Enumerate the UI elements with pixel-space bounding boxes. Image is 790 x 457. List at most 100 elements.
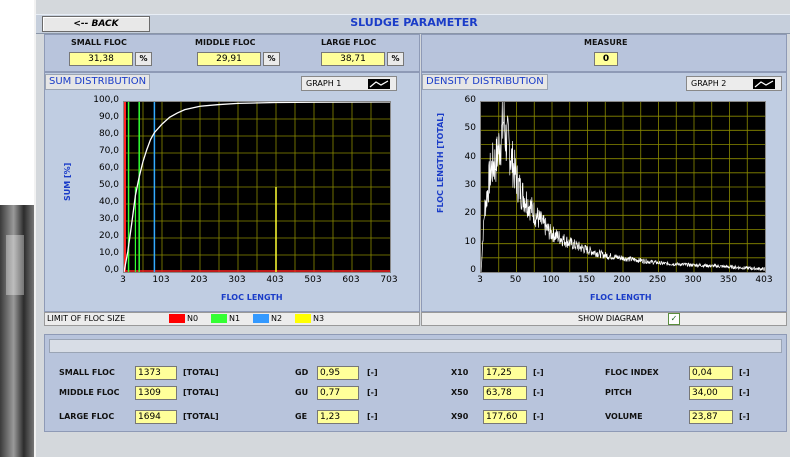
sum-plot-area: [123, 101, 391, 273]
show-diagram-checkbox[interactable]: ✓: [668, 313, 680, 325]
stat-value-col1-0: 1373: [135, 366, 177, 380]
stat-label-col1-1: MIDDLE FLOC: [59, 388, 120, 397]
stat-value-col4-2: 23,87: [689, 410, 733, 424]
stat-label-col4-0: FLOC INDEX: [605, 368, 659, 377]
stat-label-col3-1: X50: [451, 388, 469, 397]
stat-value-col1-2: 1694: [135, 410, 177, 424]
sum-x-tick: 703: [380, 275, 398, 285]
sum-x-tick: 3: [120, 275, 126, 285]
density-plot-area: [480, 99, 766, 273]
line-chart-icon: [753, 79, 775, 89]
graph2-button-label: GRAPH 2: [691, 79, 727, 88]
sum-curve: [123, 101, 391, 273]
measure-label: MEASURE: [584, 38, 628, 47]
stat-value-col3-1: 63,78: [483, 386, 527, 400]
density-x-tick: 300: [684, 275, 702, 285]
stat-label-col1-0: SMALL FLOC: [59, 368, 115, 377]
density-y-tick: 30: [464, 180, 476, 190]
floc-size-legend: LIMIT OF FLOC SIZE N0 N1 N2 N3: [44, 312, 420, 326]
stat-unit-col3-2: [-]: [533, 412, 544, 421]
stat-unit-col2-0: [-]: [367, 368, 378, 377]
stat-unit-col1-1: [TOTAL]: [183, 388, 219, 397]
large-floc-value: 38,71: [321, 52, 385, 66]
density-distribution-panel: DENSITY DISTRIBUTION GRAPH 2 60 50 40 30 20 1…: [421, 72, 787, 312]
sum-y-axis-label: SUM [%]: [63, 162, 72, 201]
show-diagram-bar: SHOW DIAGRAM ✓: [421, 312, 787, 326]
graph2-button[interactable]: GRAPH 2: [686, 76, 782, 91]
stat-label-col2-1: GU: [295, 388, 309, 397]
sum-y-tick: 100,0: [93, 95, 119, 105]
graph1-button[interactable]: GRAPH 1: [301, 76, 397, 91]
sum-distribution-chart: [123, 101, 391, 273]
density-x-tick: 50: [509, 275, 522, 285]
stat-unit-col3-1: [-]: [533, 388, 544, 397]
sum-y-tick: 30,0: [98, 214, 119, 224]
density-y-tick: 40: [464, 151, 476, 162]
stat-unit-col4-0: [-]: [739, 368, 750, 377]
stat-value-col1-1: 1309: [135, 386, 177, 400]
legend-n1-swatch: [211, 314, 227, 323]
stat-value-col4-0: 0,04: [689, 366, 733, 380]
large-floc-label: LARGE FLOC: [321, 38, 377, 47]
stat-label-col1-2: LARGE FLOC: [59, 412, 115, 421]
stat-label-col3-0: X10: [451, 368, 469, 377]
small-floc-unit: %: [135, 52, 152, 66]
legend-n2-label: N2: [271, 314, 283, 323]
legend-label: LIMIT OF FLOC SIZE: [47, 314, 126, 323]
density-y-tick: 50: [464, 123, 476, 134]
legend-n3-swatch: [295, 314, 311, 323]
middle-floc-unit: %: [263, 52, 280, 66]
density-y-tick: 60: [464, 95, 476, 105]
density-x-axis-label: FLOC LENGTH: [590, 293, 652, 302]
sum-x-tick: 103: [152, 275, 170, 285]
large-floc-unit: %: [387, 52, 404, 66]
sum-y-tick: 20,0: [98, 231, 119, 241]
sum-x-tick: 503: [304, 275, 322, 285]
sum-distribution-panel: SUM DISTRIBUTION GRAPH 1 100,0 90,0 80,0 70…: [44, 72, 420, 312]
stat-value-col3-0: 17,25: [483, 366, 527, 380]
stat-value-col2-1: 0,77: [317, 386, 359, 400]
sum-x-tick: 403: [266, 275, 284, 285]
title-bar: <-- BACK SLUDGE PARAMETER: [36, 14, 790, 34]
show-diagram-label: SHOW DIAGRAM: [578, 314, 644, 323]
legend-n1-label: N1: [229, 314, 241, 323]
back-button[interactable]: <-- BACK: [42, 16, 150, 32]
sum-y-tick: 50,0: [98, 180, 119, 190]
statistics-header-strip: [49, 339, 782, 353]
sum-distribution-title: SUM DISTRIBUTION: [45, 74, 151, 90]
density-curve: [480, 99, 766, 273]
density-y-axis-label: FLOC LENGTH [TOTAL]: [436, 112, 445, 213]
stat-value-col2-0: 0,95: [317, 366, 359, 380]
density-x-tick: 350: [719, 275, 738, 285]
density-distribution-chart: [480, 99, 766, 273]
stat-unit-col2-1: [-]: [367, 388, 378, 397]
stat-value-col3-2: 177,60: [483, 410, 527, 424]
density-x-tick: 250: [648, 275, 667, 285]
stat-label-col2-2: GE: [295, 412, 308, 421]
density-y-tick: 0: [470, 265, 476, 275]
legend-n0-label: N0: [187, 314, 199, 323]
middle-floc-label: MIDDLE FLOC: [195, 38, 256, 47]
sum-y-tick: 10,0: [98, 248, 119, 258]
stat-label-col2-0: GD: [295, 368, 309, 377]
density-x-tick: 200: [613, 275, 631, 285]
legend-n3-label: N3: [313, 314, 325, 323]
statistics-panel: SMALL FLOC 1373 [TOTAL] MIDDLE FLOC 1309 [TOT…: [44, 334, 787, 432]
stat-unit-col1-2: [TOTAL]: [183, 412, 219, 421]
small-floc-value: 31,38: [69, 52, 133, 66]
stat-value-col4-1: 34,00: [689, 386, 733, 400]
sum-y-tick: 90,0: [98, 112, 119, 122]
main-panel: <-- BACK SLUDGE PARAMETER SMALL FLOC 31,…: [34, 0, 790, 457]
stat-unit-col1-0: [TOTAL]: [183, 368, 219, 377]
stat-unit-col3-0: [-]: [533, 368, 544, 377]
graph1-button-label: GRAPH 1: [306, 79, 342, 88]
sum-y-tick: 60,0: [98, 163, 119, 173]
sum-x-axis-label: FLOC LENGTH: [221, 293, 283, 302]
stat-label-col3-2: X90: [451, 412, 469, 421]
sum-x-tick: 203: [190, 275, 208, 285]
stat-unit-col4-2: [-]: [739, 412, 750, 421]
stat-value-col2-2: 1,23: [317, 410, 359, 424]
small-floc-label: SMALL FLOC: [71, 38, 127, 47]
legend-n2-swatch: [253, 314, 269, 323]
sum-y-tick: 0,0: [104, 265, 119, 275]
